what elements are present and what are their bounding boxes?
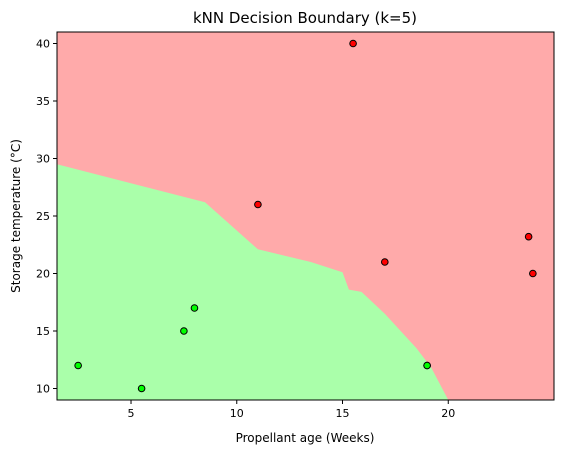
y-axis-label: Storage temperature (°C) xyxy=(9,139,23,293)
green-point xyxy=(137,384,146,393)
x-axis-label: Propellant age (Weeks) xyxy=(236,431,375,445)
y-tick-label: 35 xyxy=(36,95,50,108)
x-tick-label: 10 xyxy=(230,407,244,420)
x-tick-label: 20 xyxy=(441,407,455,420)
red-point xyxy=(254,200,262,209)
green-point xyxy=(190,304,199,312)
green-point xyxy=(180,327,188,335)
red-point xyxy=(381,258,389,266)
red-point xyxy=(524,232,533,241)
y-tick-label: 40 xyxy=(36,38,50,51)
y-tick-label: 10 xyxy=(36,383,50,396)
green-region xyxy=(57,164,449,400)
plot-area xyxy=(56,31,555,401)
chart-title: kNN Decision Boundary (k=5) xyxy=(193,9,417,27)
data-points xyxy=(74,39,537,393)
green-point xyxy=(423,361,431,370)
red-point xyxy=(529,269,537,278)
green-point xyxy=(74,361,82,370)
y-tick-label: 30 xyxy=(36,153,50,166)
y-tick-label: 25 xyxy=(36,210,50,223)
y-tick-label: 15 xyxy=(36,325,50,338)
red-point xyxy=(349,39,357,48)
x-tick-label: 15 xyxy=(336,407,350,420)
y-tick-label: 20 xyxy=(36,268,50,281)
y-axis-ticks: 10 15 20 25 30 35 40 xyxy=(36,38,57,396)
x-tick-label: 5 xyxy=(128,407,135,420)
x-axis-ticks: 5 10 15 20 xyxy=(128,400,455,420)
